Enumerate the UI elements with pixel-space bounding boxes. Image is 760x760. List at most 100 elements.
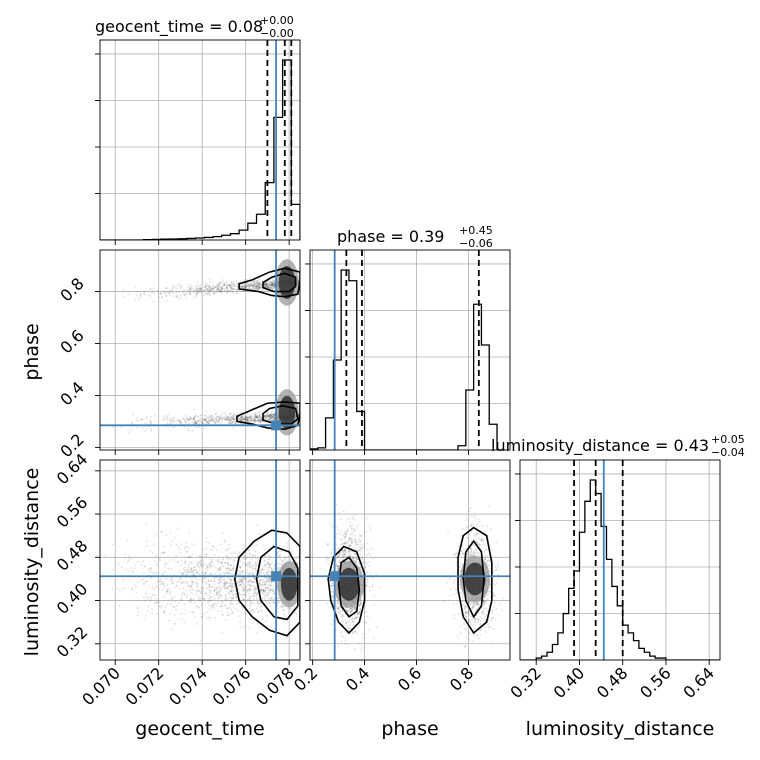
sample-point xyxy=(151,587,154,590)
sample-point xyxy=(251,611,254,614)
sample-point xyxy=(182,417,184,419)
sample-point xyxy=(467,611,470,614)
sample-point xyxy=(330,584,332,587)
sample-point xyxy=(193,422,196,425)
sample-point xyxy=(198,289,201,291)
sample-point xyxy=(265,417,268,420)
sample-point xyxy=(465,519,468,521)
sample-point xyxy=(218,578,221,581)
sample-point xyxy=(168,413,171,416)
sample-point xyxy=(211,420,214,423)
sample-point xyxy=(272,418,275,420)
panel-clip-group xyxy=(310,460,510,660)
sample-point xyxy=(258,282,261,285)
sample-point xyxy=(272,284,274,287)
sample-point xyxy=(254,280,256,282)
sample-point xyxy=(271,283,274,286)
sample-point xyxy=(201,556,203,558)
sample-point xyxy=(282,559,285,562)
sample-point xyxy=(215,587,218,590)
sample-point xyxy=(203,294,206,297)
sample-point xyxy=(224,562,226,564)
sample-point xyxy=(210,289,212,292)
sample-point xyxy=(277,600,279,602)
sample-point xyxy=(250,419,253,422)
sample-point xyxy=(250,417,253,420)
sample-point xyxy=(137,614,139,617)
sample-point xyxy=(272,568,275,571)
sample-point xyxy=(479,624,481,626)
sample-point xyxy=(231,584,234,587)
sample-point xyxy=(256,622,259,625)
sample-point xyxy=(253,585,256,588)
sample-point xyxy=(166,422,169,425)
sample-point xyxy=(204,284,207,287)
sample-point xyxy=(243,283,246,286)
sample-point xyxy=(136,560,139,563)
sample-point xyxy=(248,549,251,552)
sample-point xyxy=(237,565,240,568)
sample-point xyxy=(268,563,271,566)
sample-point xyxy=(195,421,198,424)
sample-point xyxy=(231,418,234,421)
sample-point xyxy=(251,545,254,548)
sample-point xyxy=(175,555,178,557)
sample-point xyxy=(200,289,202,292)
sample-point xyxy=(225,418,228,420)
sample-point xyxy=(210,605,213,608)
sample-point xyxy=(260,417,263,420)
histogram-luminosity_distance xyxy=(520,479,720,660)
sample-point xyxy=(186,594,189,597)
sample-point xyxy=(112,569,115,571)
sample-point xyxy=(302,414,304,416)
sample-point xyxy=(250,580,253,583)
sample-point xyxy=(205,553,208,556)
sample-point xyxy=(226,287,229,290)
sample-point xyxy=(225,580,228,583)
sample-point xyxy=(253,588,256,591)
sample-point xyxy=(257,280,260,283)
sample-point xyxy=(144,614,147,617)
sample-point xyxy=(203,427,205,430)
sample-point xyxy=(206,553,209,556)
sample-point xyxy=(227,567,230,570)
sample-point xyxy=(226,567,229,569)
sample-point xyxy=(183,560,186,563)
sample-point xyxy=(218,284,220,286)
sample-point xyxy=(453,586,456,589)
sample-point xyxy=(338,552,341,555)
sample-point xyxy=(265,586,268,589)
sample-point xyxy=(175,291,178,294)
sample-point xyxy=(255,285,257,288)
sample-point xyxy=(209,589,212,592)
sample-point xyxy=(214,417,217,420)
sample-point xyxy=(243,583,246,586)
sample-point xyxy=(137,607,139,610)
sample-point xyxy=(160,604,163,607)
sample-point xyxy=(243,418,246,420)
sample-point xyxy=(219,416,222,418)
sample-point xyxy=(168,568,171,570)
sample-point xyxy=(490,619,493,622)
sample-point xyxy=(214,554,216,556)
sample-point xyxy=(184,613,187,616)
sample-point xyxy=(241,419,244,421)
sample-point xyxy=(251,564,254,567)
sample-point xyxy=(221,287,224,290)
sample-point xyxy=(240,285,243,287)
sample-point xyxy=(219,569,222,572)
sample-point xyxy=(215,592,218,595)
sample-point xyxy=(191,573,194,576)
sample-point xyxy=(339,610,342,613)
sample-point xyxy=(202,577,205,580)
sample-point xyxy=(267,592,270,594)
sample-point xyxy=(246,287,249,290)
sample-point xyxy=(205,420,208,423)
sample-point xyxy=(218,578,220,580)
sample-point xyxy=(263,554,266,557)
sample-point xyxy=(255,287,258,290)
sample-point xyxy=(255,281,258,284)
sample-point xyxy=(257,284,259,287)
sample-point xyxy=(221,289,223,292)
sample-point xyxy=(191,599,193,601)
